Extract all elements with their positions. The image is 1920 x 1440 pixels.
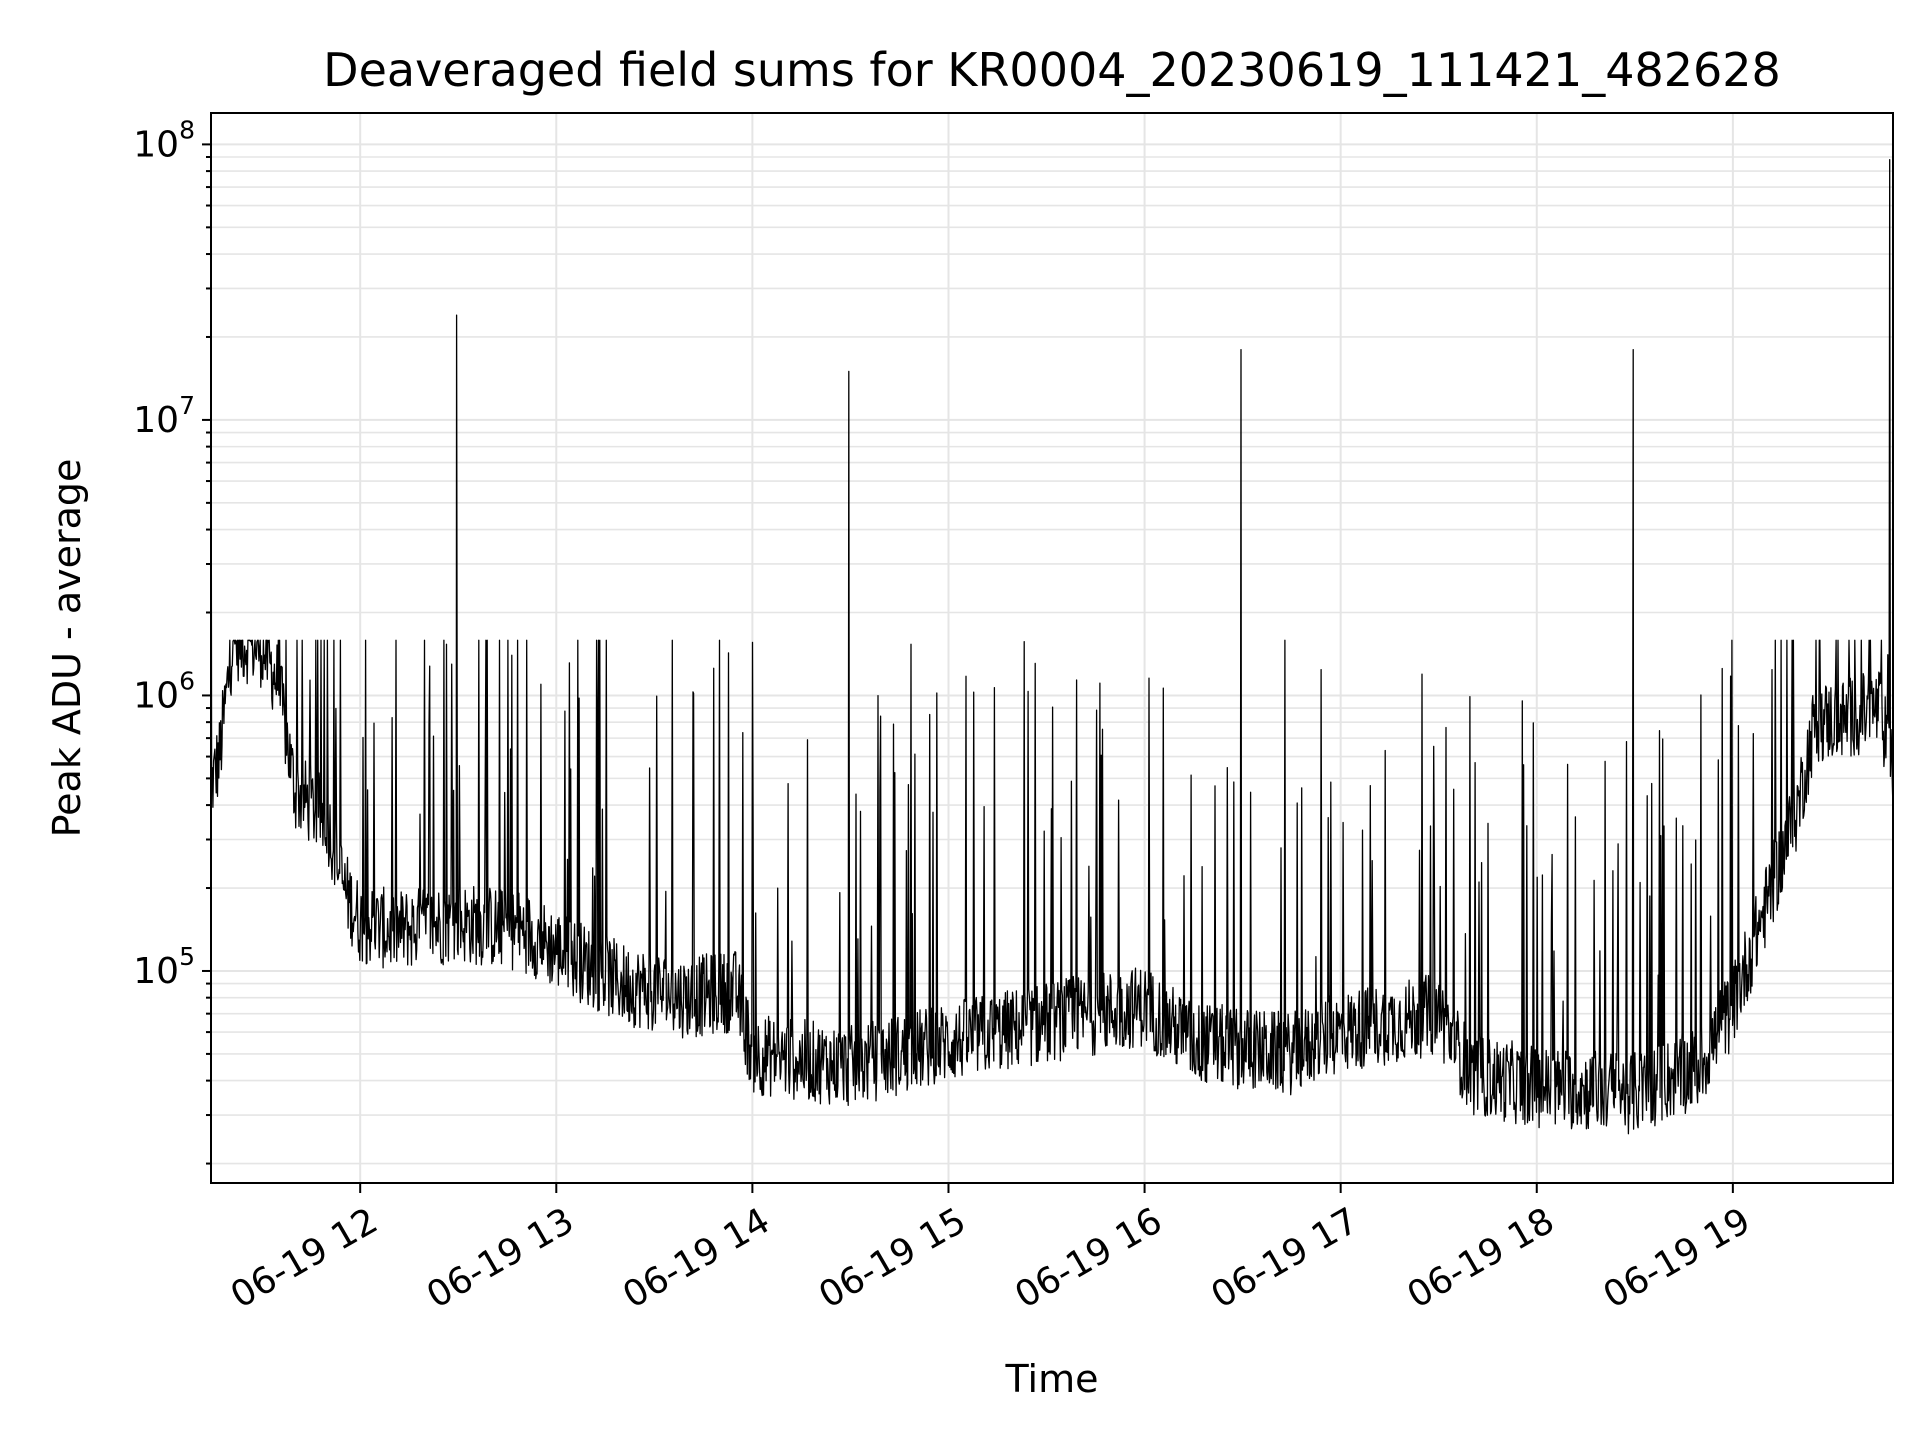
y-axis-label: Peak ADU - average — [45, 459, 89, 838]
series-line — [210, 159, 1894, 1135]
plot-area — [210, 112, 1894, 1184]
y-tick-label: 107 — [133, 391, 195, 441]
y-tick-base: 10 — [133, 124, 179, 165]
y-tick-label: 108 — [133, 115, 195, 165]
data-series — [210, 159, 1894, 1135]
y-tick-label: 106 — [133, 666, 195, 716]
y-tick-exponent: 6 — [179, 666, 195, 695]
y-tick-label: 105 — [133, 942, 195, 992]
y-tick-base: 10 — [133, 400, 179, 441]
x-axis-label: Time — [1005, 1357, 1099, 1401]
y-tick-exponent: 5 — [179, 942, 195, 971]
y-tick-exponent: 7 — [179, 391, 195, 420]
y-tick-exponent: 8 — [179, 115, 195, 144]
chart-title: Deaveraged field sums for KR0004_2023061… — [323, 43, 1781, 97]
y-tick-base: 10 — [133, 675, 179, 716]
plot-frame — [210, 112, 1894, 1184]
y-tick-base: 10 — [133, 951, 179, 992]
